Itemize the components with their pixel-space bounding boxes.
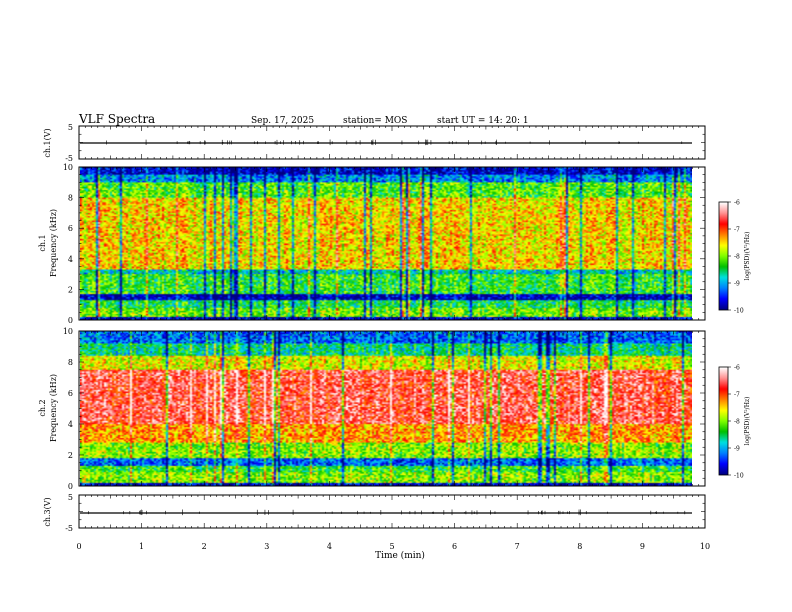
ch1-spectrogram-panel: 0 2 4 6 8 10 ch.1 Frequency (kHz) -6 -7 -8 -9 -10… xyxy=(38,163,751,325)
ch1-ytick-bottom: -5 xyxy=(65,154,73,163)
x-tick-label: 3 xyxy=(264,542,269,551)
x-tick-label: 10 xyxy=(700,542,710,551)
spec-ytick-label: 2 xyxy=(68,451,73,460)
start-time-label: start UT = 14: 20: 1 xyxy=(437,116,529,126)
spec-ytick-label: 6 xyxy=(68,224,73,233)
x-tick-label: 9 xyxy=(640,542,645,551)
x-tick-label: 7 xyxy=(515,542,520,551)
colorbar-tick-label: -8 xyxy=(734,419,740,426)
x-tick-label: 0 xyxy=(76,542,81,551)
x-tick-label: 6 xyxy=(452,542,457,551)
spec-ytick-label: 0 xyxy=(68,482,73,491)
ch1-spectrogram-ylabel-channel: ch.1 xyxy=(38,234,47,251)
spec-ytick-label: 4 xyxy=(68,420,73,429)
colorbar-tick-label: -10 xyxy=(734,473,744,480)
ch2-spectrogram-frame xyxy=(78,330,706,487)
ch3-waveform-ylabel: ch.3(V) xyxy=(43,497,52,526)
ch2-spectrogram-ylabel-channel: ch.2 xyxy=(38,399,47,416)
spec-ytick-label: 2 xyxy=(68,285,73,294)
x-tick-label: 5 xyxy=(389,542,394,551)
x-axis-label: Time (min) xyxy=(375,550,425,561)
colorbar-tick-label: -6 xyxy=(734,200,740,207)
colorbar-tick-label: -10 xyxy=(734,308,744,315)
ch1-spectrogram-frame xyxy=(78,166,706,321)
x-tick-label: 2 xyxy=(202,542,207,551)
spec-ytick-label: 8 xyxy=(68,194,73,203)
colorbar-tick-label: -6 xyxy=(734,365,740,372)
colorbar-tick-label: -9 xyxy=(734,446,740,453)
ch3-ytick-top: 5 xyxy=(68,493,73,502)
ch1-waveform-ylabel: ch.1(V) xyxy=(43,128,52,157)
ch3-ytick-bottom: -5 xyxy=(65,524,73,533)
ch1-spectrogram-image xyxy=(80,167,692,320)
spec-ytick-label: 10 xyxy=(63,163,73,172)
colorbar-tick-label: -9 xyxy=(734,281,740,288)
ch1-colorbar xyxy=(719,202,728,310)
ch3-waveform-panel: 5 -5 ch.3(V) xyxy=(43,493,706,533)
x-tick-label: 1 xyxy=(139,542,144,551)
station-label: station= MOS xyxy=(343,116,407,126)
x-tick-label: 4 xyxy=(327,542,332,551)
x-tick-label: 8 xyxy=(577,542,582,551)
spec-ytick-label: 8 xyxy=(68,358,73,367)
ch3-waveform-frame xyxy=(78,494,706,529)
ch1-waveform-frame xyxy=(78,125,706,160)
spec-ytick-label: 4 xyxy=(68,255,73,264)
ch1-ytick-top: 5 xyxy=(68,123,73,132)
date-label: Sep. 17, 2025 xyxy=(251,116,314,126)
colorbar-tick-label: -7 xyxy=(734,392,740,399)
colorbar-tick-label: -7 xyxy=(734,227,740,234)
ch2-spectrogram-image xyxy=(80,331,692,486)
ch2-colorbar xyxy=(719,367,728,475)
ch1-waveform-panel: 5 -5 ch.1(V) xyxy=(43,123,706,163)
ch2-spectrogram-ylabel-frequency: Frequency (kHz) xyxy=(49,374,58,442)
spec-ytick-label: 6 xyxy=(68,389,73,398)
ch2-colorbar-label: log(PSD)(V²/Hz) xyxy=(744,397,751,446)
ch1-colorbar-label: log(PSD)(V²/Hz) xyxy=(744,232,751,281)
colorbar-tick-label: -8 xyxy=(734,254,740,261)
spec-ytick-label: 10 xyxy=(63,327,73,336)
figure-title: VLF Spectra xyxy=(78,112,155,126)
spec-ytick-label: 0 xyxy=(68,316,73,325)
ch2-spectrogram-panel: 0 2 4 6 8 10 ch.2 Frequency (kHz) -6 -7 -8 -9 -10… xyxy=(38,327,751,491)
ch1-spectrogram-ylabel-frequency: Frequency (kHz) xyxy=(49,209,58,277)
